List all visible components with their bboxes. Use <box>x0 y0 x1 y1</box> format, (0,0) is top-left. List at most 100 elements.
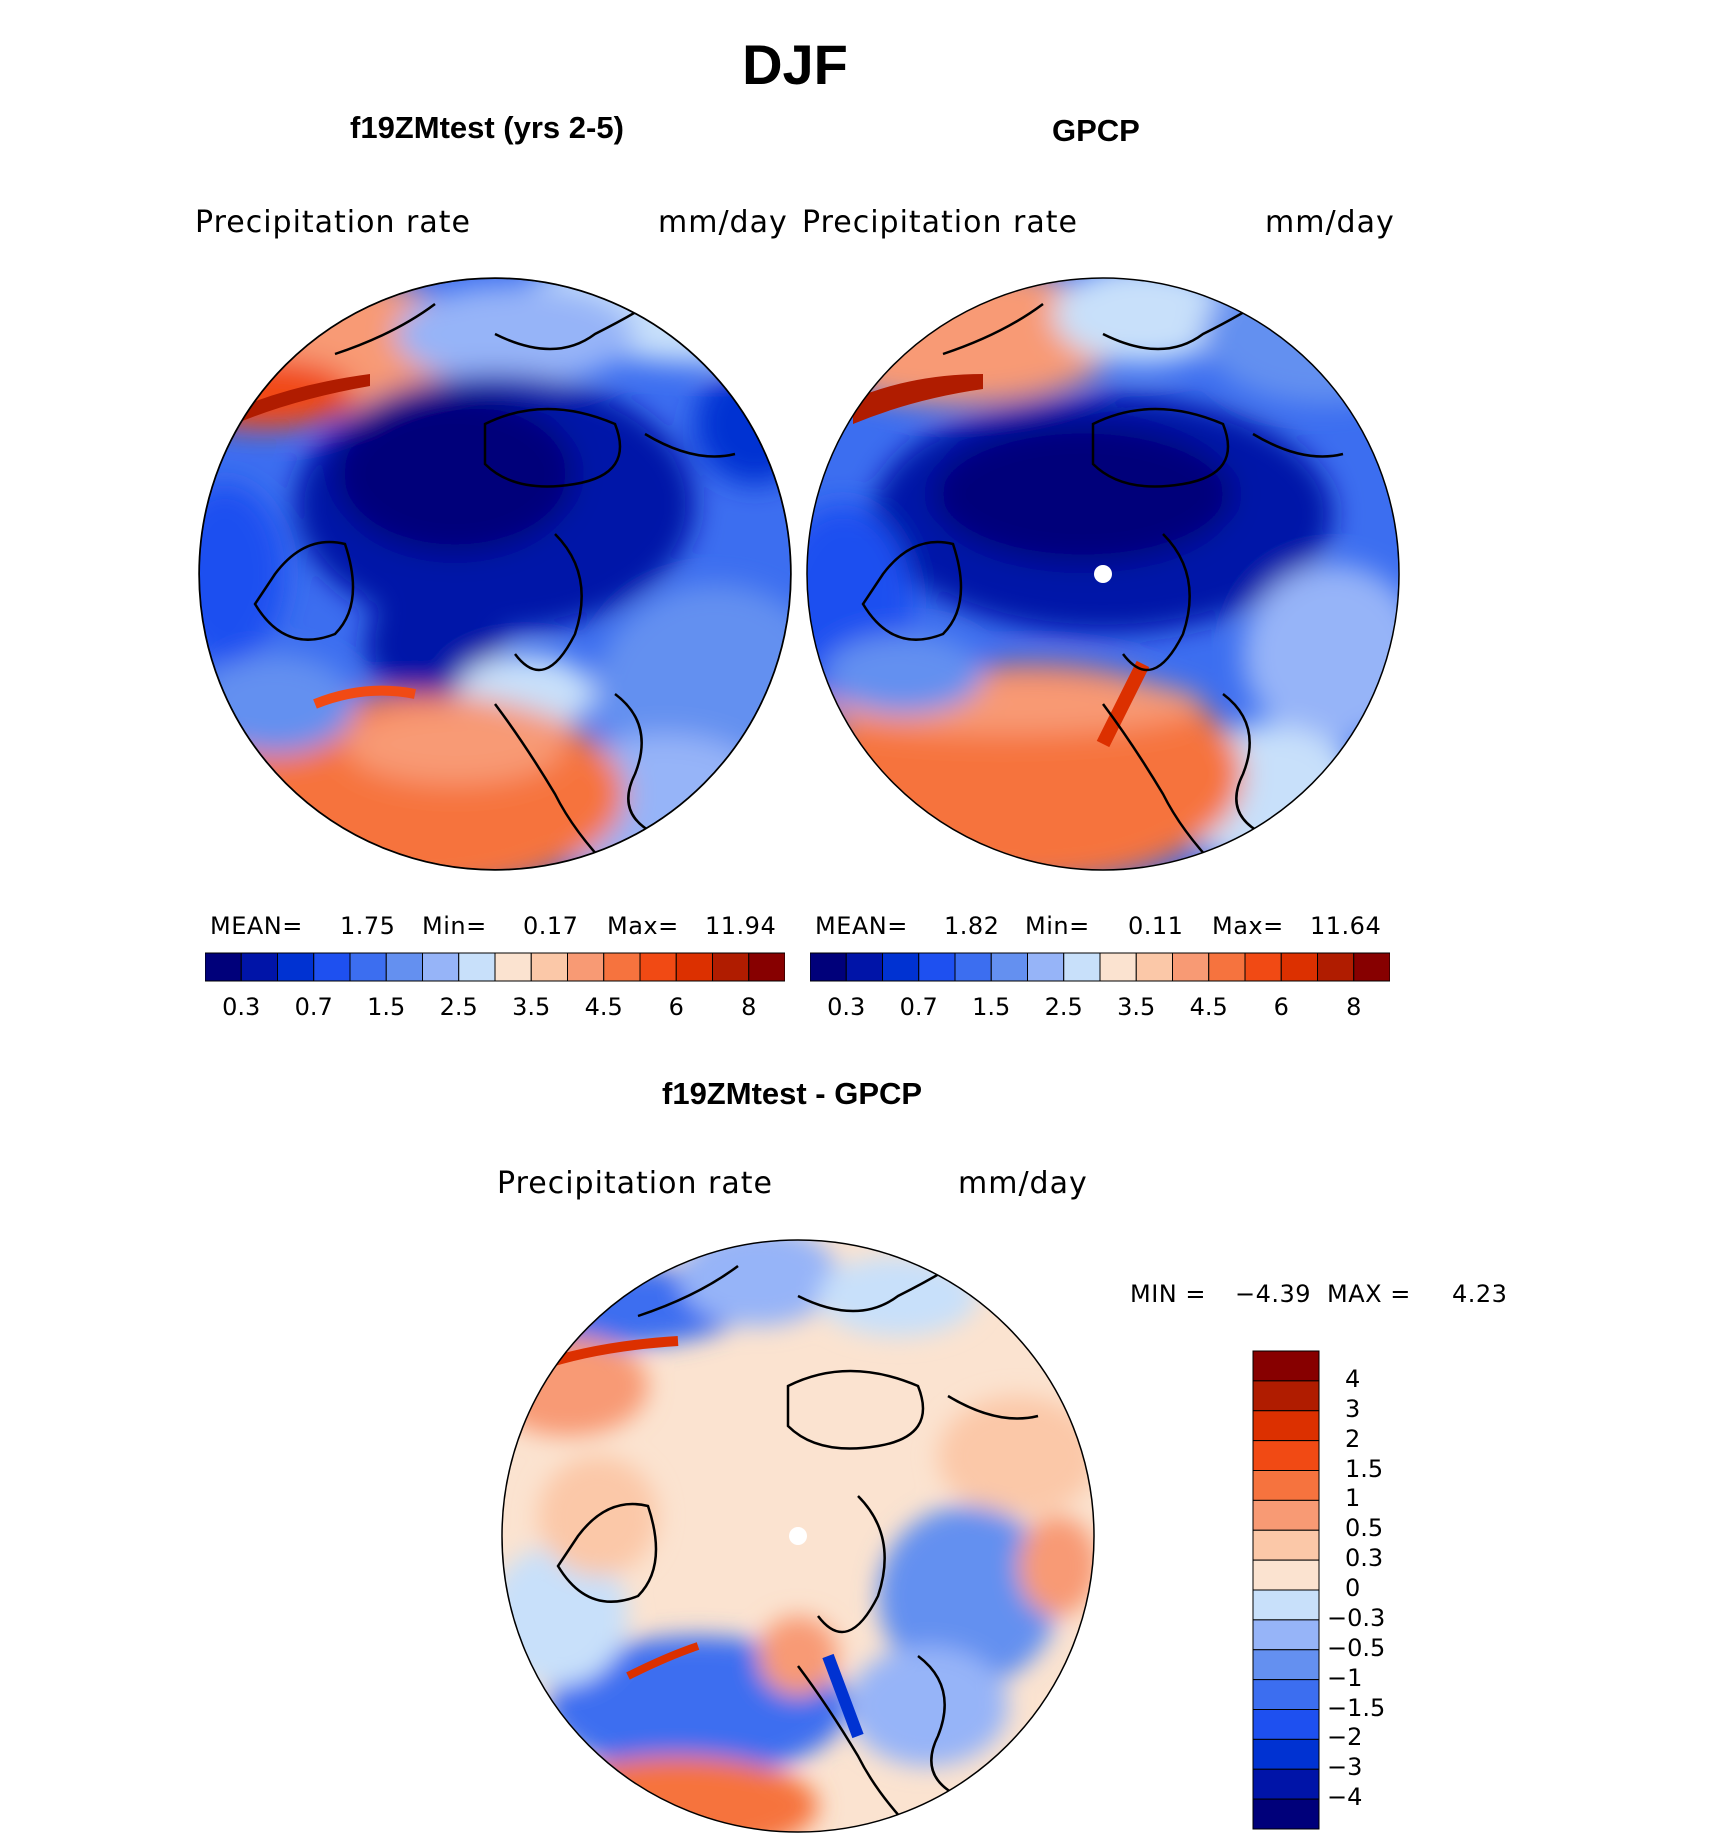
model-colorbar-swatch <box>748 952 785 982</box>
model-colorbar-swatch <box>205 952 242 982</box>
model-colorbar-swatch <box>349 952 387 982</box>
model-min-value: 0.17 <box>523 912 579 940</box>
diff-colorbar-swatch <box>1252 1380 1320 1412</box>
model-colorbar-swatch <box>675 952 713 982</box>
model-colorbar-tick-label: 6 <box>668 993 684 1021</box>
diff-max-label: MAX = <box>1327 1280 1411 1308</box>
model-max-value: 11.94 <box>705 912 777 940</box>
diff-colorbar-swatch <box>1252 1679 1320 1710</box>
diff-colorbar-tick-label: 2 <box>1345 1424 1361 1453</box>
obs-colorbar-tick-label: 6 <box>1273 993 1289 1021</box>
model-mean-value: 1.75 <box>340 912 396 940</box>
obs-colorbar-swatch <box>1027 952 1065 982</box>
diff-colorbar-tick-label: 0.5 <box>1345 1514 1384 1543</box>
diff-colorbar <box>1252 1350 1320 1830</box>
model-colorbar-swatch <box>277 952 315 982</box>
diff-colorbar-swatch <box>1252 1410 1320 1442</box>
model-colorbar <box>205 952 785 982</box>
diff-colorbar-tick-label: −0.5 <box>1327 1633 1386 1662</box>
diff-precip-map <box>501 1239 1095 1833</box>
diff-colorbar-swatch <box>1252 1559 1320 1591</box>
obs-colorbar-swatch <box>990 952 1028 982</box>
obs-colorbar-swatch <box>1172 952 1210 982</box>
obs-colorbar-swatch <box>1208 952 1246 982</box>
model-colorbar-swatch <box>639 952 677 982</box>
obs-max-value: 11.64 <box>1310 912 1382 940</box>
diff-colorbar-tick-label: −1 <box>1327 1663 1363 1692</box>
obs-colorbar-swatch <box>1353 952 1390 982</box>
model-colorbar-tick-label: 0.7 <box>294 993 333 1021</box>
model-colorbar-swatch <box>494 952 532 982</box>
obs-variable-label: Precipitation rate <box>802 205 1078 240</box>
obs-precip-map <box>806 277 1400 871</box>
obs-colorbar-swatch <box>1317 952 1355 982</box>
figure-title: DJF <box>742 33 848 96</box>
diff-colorbar-tick-label: −0.3 <box>1327 1603 1386 1632</box>
model-colorbar-swatch <box>530 952 568 982</box>
diff-colorbar-swatch <box>1252 1499 1320 1531</box>
obs-colorbar-swatch <box>1063 952 1101 982</box>
model-colorbar-swatch <box>313 952 351 982</box>
model-colorbar-tick-label: 4.5 <box>584 993 623 1021</box>
obs-colorbar-swatch <box>1135 952 1173 982</box>
model-mean-label: MEAN= <box>210 912 303 940</box>
diff-colorbar-tick-label: −3 <box>1327 1753 1363 1782</box>
model-colorbar-swatch <box>458 952 496 982</box>
diff-colorbar-tick-label: −4 <box>1327 1783 1363 1812</box>
obs-colorbar-swatch <box>1280 952 1318 982</box>
diff-colorbar-swatch <box>1252 1619 1320 1651</box>
diff-colorbar-tick-label: 4 <box>1345 1364 1361 1393</box>
model-colorbar-swatch <box>422 952 460 982</box>
obs-colorbar-swatch <box>954 952 992 982</box>
diff-colorbar-swatch <box>1252 1738 1320 1770</box>
diff-colorbar-swatch <box>1252 1798 1320 1830</box>
diff-min-label: MIN = <box>1130 1280 1206 1308</box>
model-panel-title: f19ZMtest (yrs 2-5) <box>350 110 624 145</box>
diff-colorbar-swatch <box>1252 1529 1320 1561</box>
model-min-label: Min= <box>422 912 487 940</box>
obs-colorbar-swatch <box>1099 952 1137 982</box>
diff-colorbar-tick-label: 0.3 <box>1345 1544 1384 1573</box>
diff-colorbar-swatch <box>1252 1440 1320 1471</box>
diff-colorbar-swatch <box>1252 1768 1320 1800</box>
obs-colorbar-swatch <box>1244 952 1282 982</box>
obs-colorbar-tick-label: 1.5 <box>972 993 1011 1021</box>
model-variable-label: Precipitation rate <box>195 205 471 240</box>
obs-panel-title: GPCP <box>1052 113 1140 148</box>
model-colorbar-tick-label: 0.3 <box>222 993 261 1021</box>
model-colorbar-tick-label: 8 <box>741 993 757 1021</box>
model-max-label: Max= <box>607 912 679 940</box>
obs-colorbar-tick-label: 0.7 <box>899 993 938 1021</box>
obs-mean-label: MEAN= <box>815 912 908 940</box>
diff-units-label: mm/day <box>958 1166 1088 1201</box>
model-colorbar-swatch <box>385 952 423 982</box>
diff-colorbar-tick-label: −2 <box>1327 1723 1363 1752</box>
obs-colorbar-swatch <box>845 952 883 982</box>
model-colorbar-swatch <box>712 952 750 982</box>
diff-colorbar-swatch <box>1252 1470 1320 1501</box>
model-precip-map <box>198 277 792 871</box>
diff-min-value: −4.39 <box>1235 1280 1312 1308</box>
obs-mean-value: 1.82 <box>944 912 1000 940</box>
diff-colorbar-swatch <box>1252 1649 1320 1681</box>
obs-min-label: Min= <box>1025 912 1090 940</box>
obs-min-value: 0.11 <box>1128 912 1184 940</box>
diff-colorbar-tick-label: −1.5 <box>1327 1693 1386 1722</box>
obs-colorbar-swatch <box>918 952 956 982</box>
obs-colorbar-tick-label: 8 <box>1346 993 1362 1021</box>
diff-colorbar-swatch <box>1252 1350 1320 1382</box>
obs-colorbar <box>810 952 1390 982</box>
diff-variable-label: Precipitation rate <box>497 1166 773 1201</box>
model-colorbar-tick-label: 2.5 <box>439 993 478 1021</box>
obs-colorbar-tick-label: 3.5 <box>1117 993 1156 1021</box>
model-units-label: mm/day <box>658 205 788 240</box>
diff-colorbar-tick-label: 0 <box>1345 1574 1361 1602</box>
obs-colorbar-swatch <box>882 952 920 982</box>
diff-max-value: 4.23 <box>1452 1280 1508 1308</box>
obs-colorbar-tick-label: 0.3 <box>827 993 866 1021</box>
model-colorbar-tick-label: 1.5 <box>367 993 406 1021</box>
model-colorbar-swatch <box>567 952 605 982</box>
obs-colorbar-tick-label: 4.5 <box>1189 993 1228 1021</box>
obs-max-label: Max= <box>1212 912 1284 940</box>
obs-units-label: mm/day <box>1265 205 1395 240</box>
